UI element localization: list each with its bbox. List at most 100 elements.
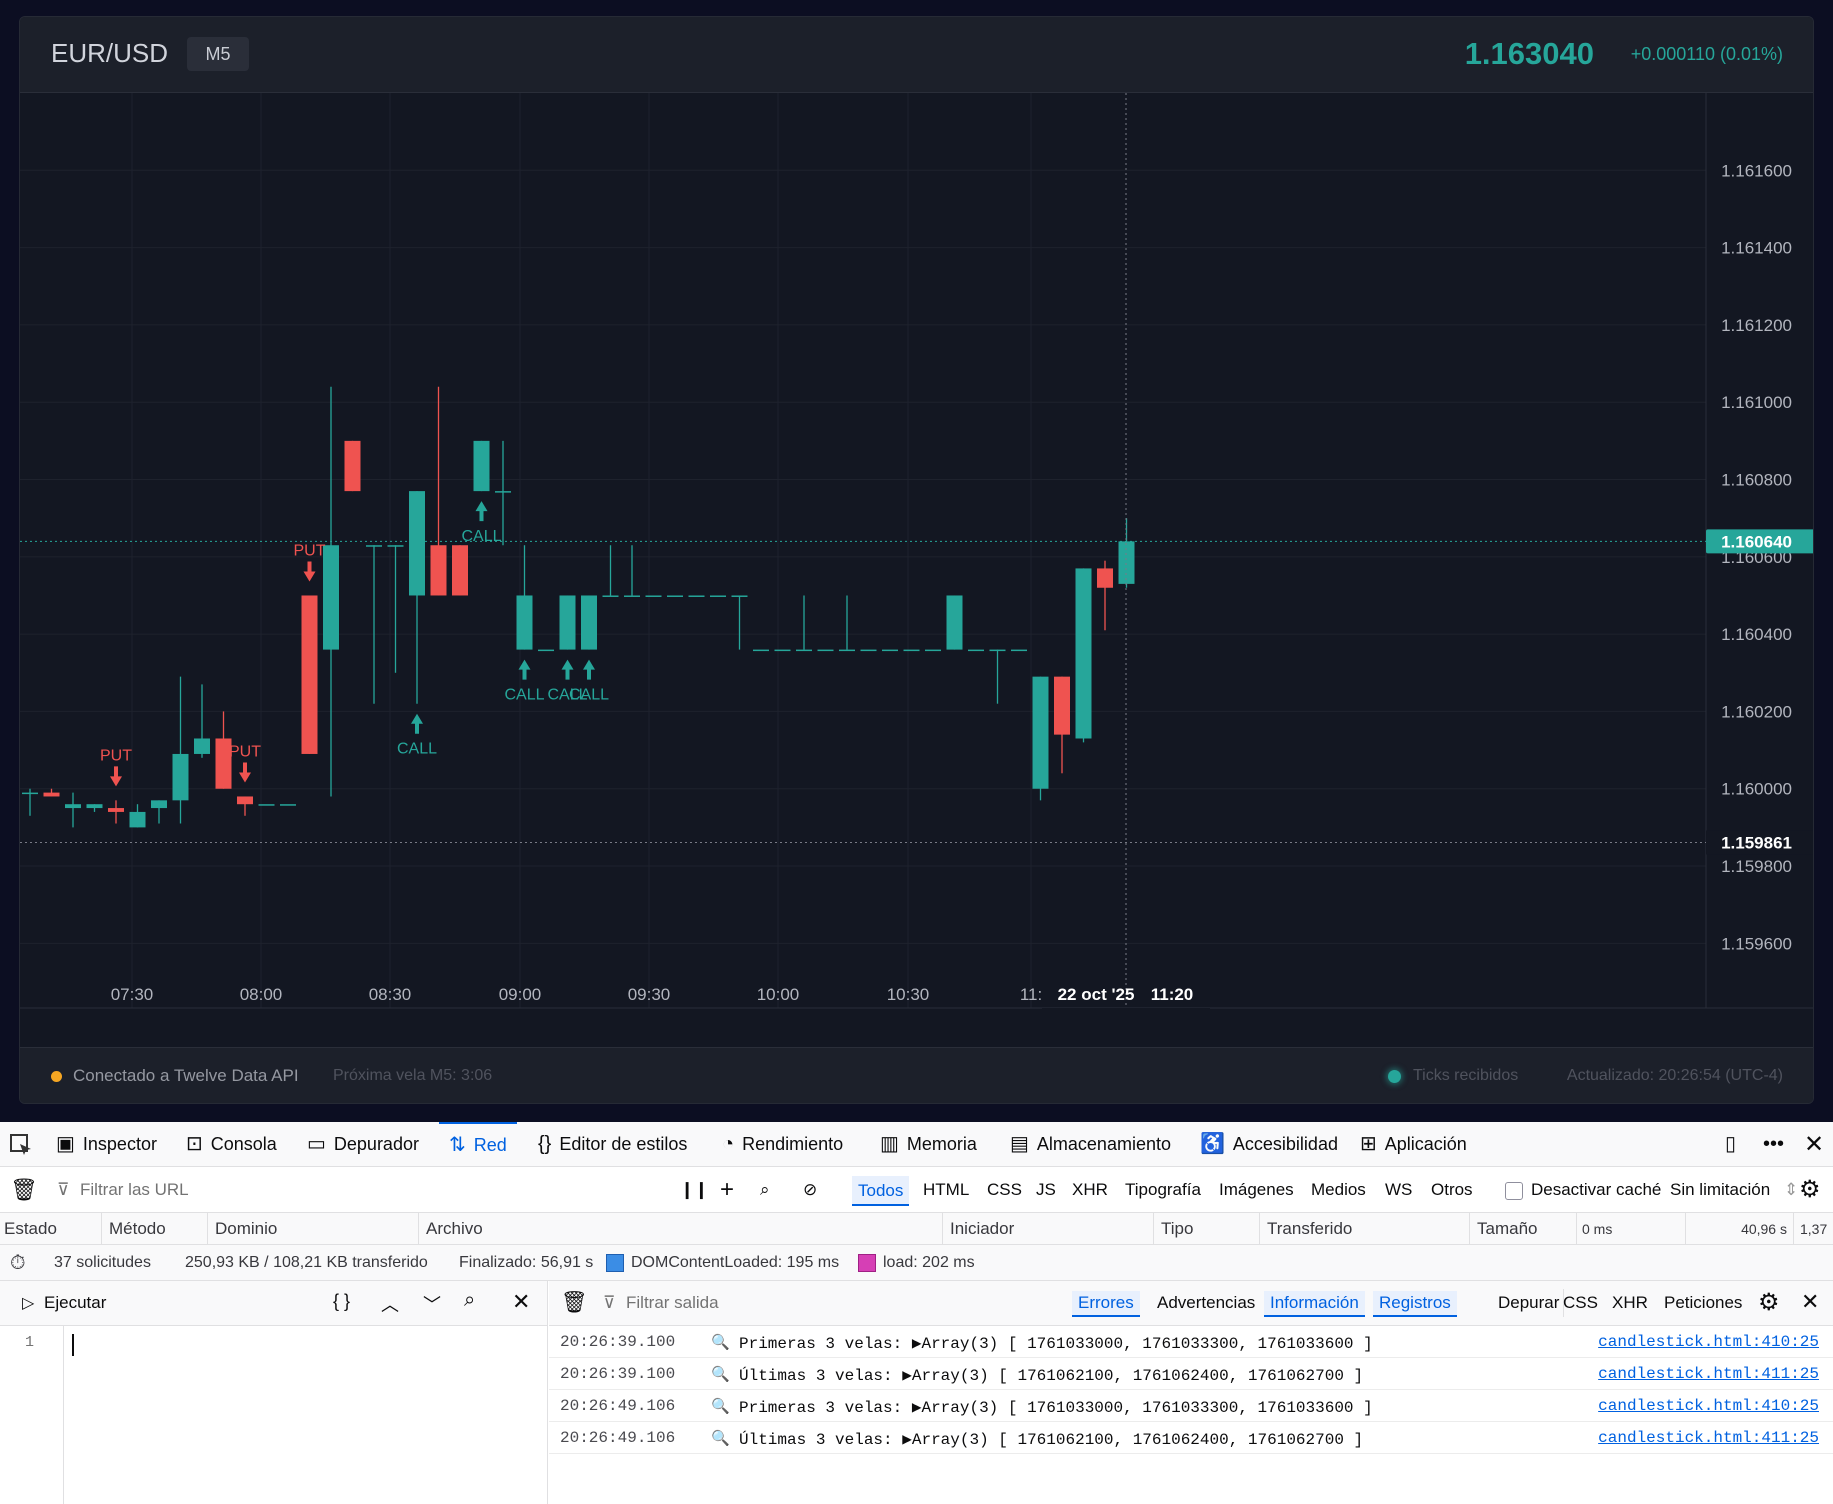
block-icon[interactable]: ⊘ [803, 1180, 818, 1199]
column-status[interactable]: Estado [0, 1213, 102, 1245]
tab-style-editor[interactable]: {} Editor de estilos [538, 1122, 687, 1167]
candlestick-chart[interactable]: 1.161600 1.161400 1.161200 1.161000 1.160800… [20, 93, 1814, 1049]
settings-gear-icon[interactable]: ⚙ [1799, 1176, 1821, 1203]
level-logs[interactable]: Registros [1373, 1291, 1457, 1317]
candle-body [925, 649, 941, 652]
last-price-tag [1706, 529, 1813, 554]
dock-toggle-icon[interactable]: ▯ [1725, 1133, 1737, 1155]
console-filter-input[interactable]: Filtrar salida [626, 1293, 719, 1312]
more-options-icon[interactable]: ••• [1763, 1133, 1785, 1155]
filter-type-xhr[interactable]: XHR [1072, 1180, 1108, 1199]
clear-console-icon[interactable]: 🗑 [561, 1291, 588, 1314]
filter-xhr[interactable]: XHR [1612, 1293, 1648, 1312]
call-arrow-icon [583, 659, 595, 680]
editor-toolbar: ▷ Ejecutar { } ︿ ﹀ ⌕ ✕ [0, 1281, 547, 1326]
log-source-link[interactable]: candlestick.html:410:25 [1598, 1397, 1819, 1415]
select-arrow-icon: ⇕ [1784, 1180, 1799, 1199]
filter-type-ws[interactable]: WS [1385, 1180, 1413, 1199]
candle-body [473, 440, 490, 492]
level-debug[interactable]: Depurar [1498, 1293, 1560, 1312]
candle-body [323, 545, 339, 650]
log-message[interactable]: Últimas 3 velas: ▶Array(3) [ 1761062100,… [739, 1367, 1364, 1385]
run-icon[interactable]: ▷ [22, 1295, 35, 1312]
filter-requests[interactable]: Peticiones [1664, 1293, 1743, 1312]
element-picker-icon[interactable] [9, 1122, 33, 1167]
crosshair-time-tag [1042, 1008, 1210, 1048]
filter-type-fonts[interactable]: Tipografía [1125, 1180, 1201, 1199]
tab-inspector[interactable]: ▣ Inspector [56, 1122, 157, 1167]
timeline-mid: 40,96 s [1686, 1213, 1794, 1245]
filter-type-css[interactable]: CSS [987, 1180, 1022, 1199]
candle-body [989, 649, 1006, 652]
tab-memory[interactable]: ▥ Memoria [880, 1122, 977, 1167]
console-output: 🗑 ⊽ Filtrar salida Errores Advertencias … [549, 1281, 1833, 1504]
candle-body [65, 804, 81, 809]
tab-performance[interactable]: ◔ Rendimiento [722, 1122, 843, 1167]
close-editor-icon[interactable]: ✕ [512, 1289, 531, 1314]
log-source-link[interactable]: candlestick.html:410:25 [1598, 1333, 1819, 1351]
candle-body [581, 595, 597, 650]
console-settings-icon[interactable]: ⚙ [1758, 1289, 1780, 1316]
column-file[interactable]: Archivo [422, 1213, 943, 1245]
level-info[interactable]: Información [1264, 1291, 1365, 1317]
log-message[interactable]: Primeras 3 velas: ▶Array(3) [ 1761033000… [739, 1335, 1373, 1353]
level-errors[interactable]: Errores [1072, 1291, 1140, 1317]
candle-body [129, 811, 146, 828]
column-type[interactable]: Tipo [1157, 1213, 1260, 1245]
filter-type-other[interactable]: Otros [1431, 1180, 1473, 1199]
pretty-print-icon[interactable]: { } [333, 1291, 351, 1311]
load-time: load: 202 ms [883, 1254, 975, 1271]
tab-console[interactable]: ⊡ Consola [186, 1122, 277, 1167]
ticks-indicator-dot [1388, 1070, 1401, 1083]
tab-network[interactable]: ⇅ Red [439, 1122, 517, 1167]
log-source-link[interactable]: candlestick.html:411:25 [1598, 1429, 1819, 1447]
level-warnings[interactable]: Advertencias [1157, 1293, 1256, 1312]
console-editor[interactable]: ▷ Ejecutar { } ︿ ﹀ ⌕ ✕ 1 [0, 1281, 548, 1504]
request-count: 37 solicitudes [54, 1254, 151, 1271]
chart-header: EUR/USD M5 1.163040 +0.000110 (0.01%) [20, 17, 1813, 93]
trash-icon[interactable]: 🗑 [10, 1177, 38, 1202]
next-candle-countdown: Próxima vela M5: 3:06 [333, 1067, 493, 1084]
connection-status: Conectado a Twelve Data API [73, 1066, 299, 1085]
candle-body [194, 738, 210, 754]
history-down-icon[interactable]: ﹀ [423, 1295, 441, 1315]
log-message[interactable]: Últimas 3 velas: ▶Array(3) [ 1761062100,… [739, 1431, 1364, 1449]
filter-type-images[interactable]: Imágenes [1219, 1180, 1294, 1199]
tab-application[interactable]: ⊞ Aplicación [1360, 1122, 1467, 1167]
call-arrow-icon [411, 713, 423, 734]
candle-body [22, 792, 38, 795]
throttling-select[interactable]: Sin limitación [1670, 1180, 1771, 1199]
filter-type-all[interactable]: Todos [852, 1176, 910, 1206]
filter-type-media[interactable]: Medios [1311, 1180, 1366, 1199]
run-button[interactable]: Ejecutar [44, 1293, 107, 1312]
candle-body [172, 753, 189, 801]
history-up-icon[interactable]: ︿ [381, 1295, 399, 1315]
disable-cache-checkbox[interactable] [1505, 1167, 1523, 1213]
filter-type-html[interactable]: HTML [923, 1180, 970, 1199]
log-message[interactable]: Primeras 3 velas: ▶Array(3) [ 1761033000… [739, 1399, 1373, 1417]
url-filter-input[interactable]: Filtrar las URL [80, 1180, 189, 1199]
crosshair-time-label: 11:20 [1151, 985, 1194, 1004]
filter-type-js[interactable]: JS [1036, 1180, 1056, 1199]
tab-accessibility[interactable]: ♿ Accesibilidad [1200, 1122, 1338, 1167]
timeline-end: 1,37 [1800, 1221, 1828, 1237]
filter-css[interactable]: CSS [1563, 1293, 1598, 1312]
candle-body [667, 595, 683, 597]
column-transferred[interactable]: Transferido [1263, 1213, 1470, 1245]
reverse-search-icon[interactable]: ⌕ [464, 1289, 476, 1311]
timeframe-badge[interactable]: M5 [187, 37, 249, 71]
search-icon[interactable]: ⌕ [760, 1180, 770, 1199]
log-source-link[interactable]: candlestick.html:411:25 [1598, 1365, 1819, 1383]
close-split-console-icon[interactable]: ✕ [1801, 1289, 1820, 1314]
info-magnifier-icon: 🔍 [711, 1429, 730, 1447]
tab-debugger[interactable]: ▭ Depurador [307, 1122, 419, 1167]
candle-body [430, 545, 447, 596]
column-size[interactable]: Tamaño [1473, 1213, 1577, 1245]
column-method[interactable]: Método [105, 1213, 208, 1245]
close-devtools-icon[interactable]: ✕ [1804, 1131, 1825, 1158]
column-domain[interactable]: Dominio [211, 1213, 419, 1245]
pause-icon[interactable]: ❙❙ [680, 1180, 709, 1199]
add-icon[interactable]: + [720, 1176, 735, 1203]
tab-storage[interactable]: ▤ Almacenamiento [1010, 1122, 1171, 1167]
column-initiator[interactable]: Iniciador [946, 1213, 1154, 1245]
